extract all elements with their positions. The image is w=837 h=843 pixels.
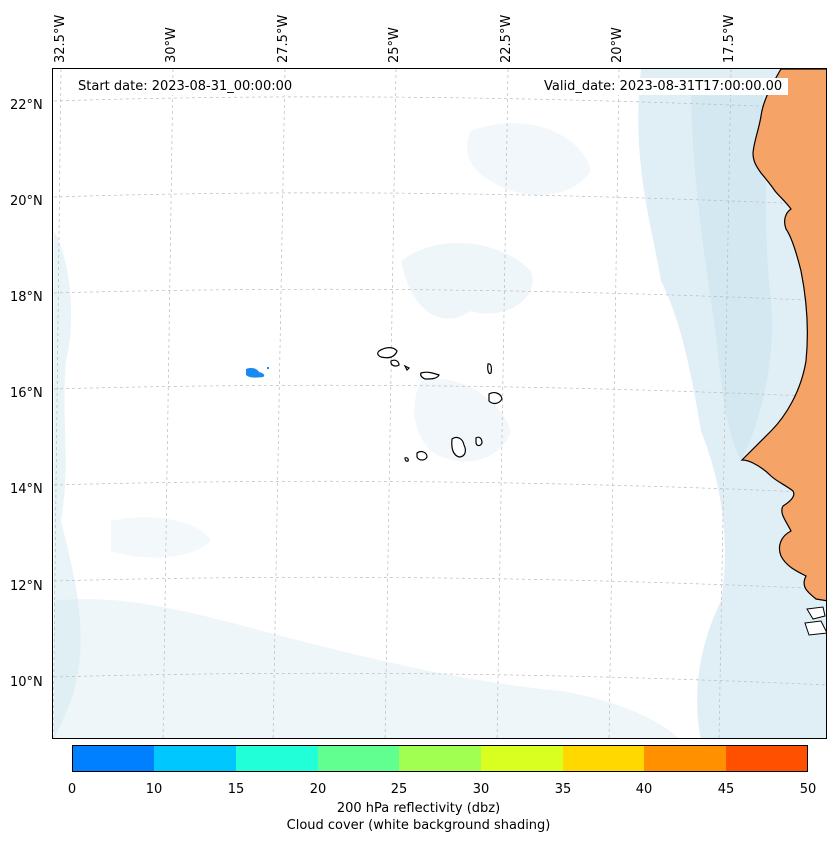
lat-label-20n: 20°N	[10, 194, 43, 209]
colorbar-bin-35-40	[563, 745, 644, 772]
start-date-label: Start date: 2023-08-31_00:00:00	[72, 78, 299, 95]
lon-label-25w: 25°W	[387, 27, 402, 63]
lon-label-17-5w: 17.5°W	[722, 14, 737, 63]
cloud-patch-mid-west	[111, 517, 211, 558]
island-brava	[404, 457, 409, 462]
colorbar-tick-10: 10	[145, 782, 163, 797]
valid-date-label: Valid_date: 2023-08-31T17:00:00.00	[538, 78, 789, 95]
lon-label-32-5w: 32.5°W	[53, 14, 68, 63]
island-maio	[475, 436, 483, 447]
colorbar-bin-40-45	[644, 745, 726, 772]
colorbar-bin-30-35	[481, 745, 563, 772]
colorbar-label-reflectivity: 200 hPa reflectivity (dbz)	[336, 801, 501, 816]
colorbar-bin-10-15	[154, 745, 236, 772]
lat-label-14n: 14°N	[10, 482, 43, 497]
lat-label-22n: 22°N	[10, 98, 43, 113]
colorbar-tick-50: 50	[799, 782, 817, 797]
island-fogo	[416, 451, 428, 461]
colorbar-bin-25-30	[399, 745, 481, 772]
colorbar-tick-20: 20	[309, 782, 327, 797]
lon-label-30w: 30°W	[164, 27, 179, 63]
coast-detail-south-2	[804, 620, 826, 636]
colorbar-tick-45: 45	[717, 782, 735, 797]
gridlines	[53, 69, 826, 738]
colorbar-label-cloud-cover: Cloud cover (white background shading)	[286, 818, 551, 833]
colorbar-tick-40: 40	[635, 782, 653, 797]
colorbar-tick-30: 30	[472, 782, 490, 797]
colorbar-tick-0: 0	[67, 782, 77, 797]
cloud-central-patch	[401, 242, 533, 319]
island-santiago	[451, 436, 466, 458]
colorbar-tick-15: 15	[227, 782, 245, 797]
colorbar-tick-35: 35	[554, 782, 572, 797]
coast-detail-south-1	[806, 606, 826, 620]
island-boa-vista	[488, 392, 503, 405]
cloud-band-east-inner	[691, 81, 772, 461]
island-sao-nicolau	[420, 371, 440, 380]
reflectivity-echo	[246, 368, 265, 378]
lon-label-22-5w: 22.5°W	[499, 14, 514, 63]
lon-label-20w: 20°W	[610, 27, 625, 63]
cloud-patch-islands	[414, 379, 511, 462]
island-sal	[487, 363, 492, 375]
island-sao-vicente	[390, 359, 400, 367]
cloud-west-edge	[54, 231, 81, 738]
cape-verde-islands	[377, 347, 503, 462]
colorbar-bin-20-25	[318, 745, 399, 772]
cloud-cover-layer	[54, 69, 826, 738]
island-santo-antao	[377, 347, 398, 359]
cloud-south	[54, 599, 679, 738]
colorbar-frame	[72, 745, 808, 772]
lat-label-10n: 10°N	[10, 675, 43, 690]
colorbar-tick-25: 25	[390, 782, 408, 797]
colorbar-bin-0-10	[72, 745, 154, 772]
lat-label-18n: 18°N	[10, 290, 43, 305]
colorbar-bin-45-50	[726, 745, 808, 772]
island-santa-luzia	[403, 364, 411, 372]
colorbar-bin-15-20	[236, 745, 318, 772]
lat-label-12n: 12°N	[10, 579, 43, 594]
map-svg	[53, 69, 826, 738]
cloud-patch-north	[467, 123, 591, 195]
lon-label-27-5w: 27.5°W	[276, 14, 291, 63]
africa-coast-land	[740, 69, 826, 602]
map-panel[interactable]	[52, 68, 827, 739]
reflectivity-echo-dot	[267, 367, 269, 369]
lat-label-16n: 16°N	[10, 386, 43, 401]
